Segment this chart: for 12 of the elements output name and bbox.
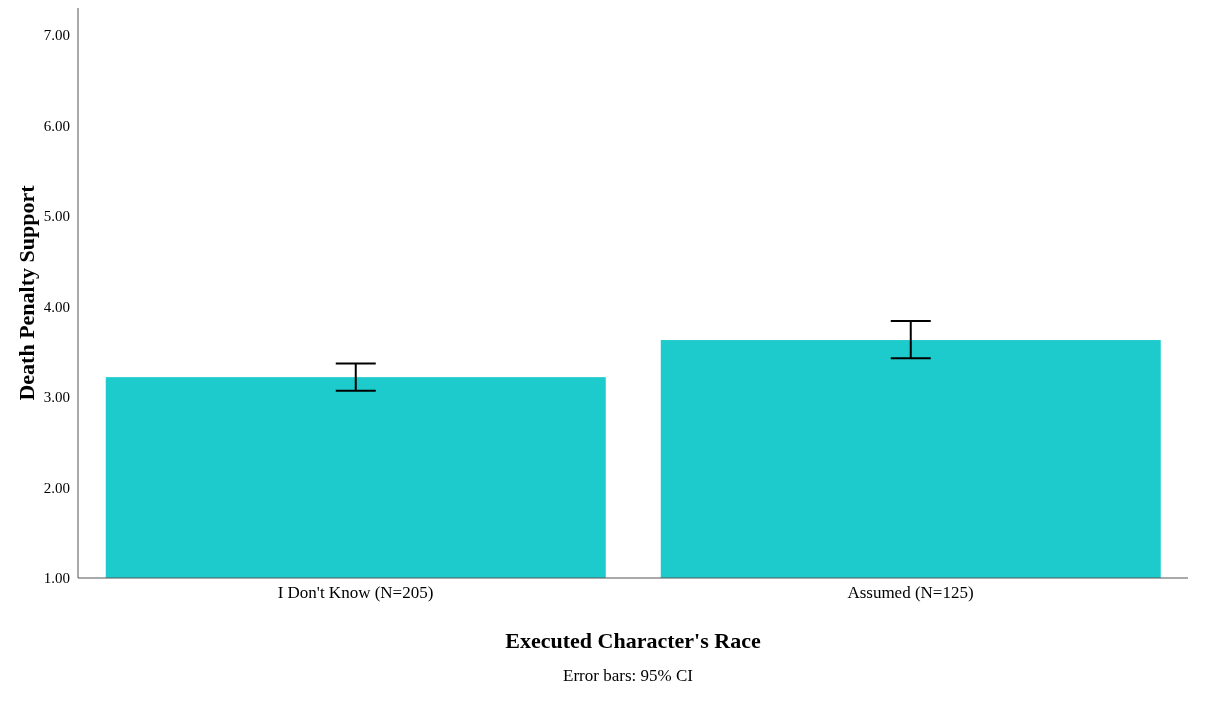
x-tick-label: Assumed (N=125) — [847, 583, 974, 603]
y-tick-label: 4.00 — [43, 298, 70, 315]
y-tick-label: 5.00 — [43, 208, 70, 225]
y-axis-title: Death Penalty Support — [13, 184, 39, 401]
text: Error bars: 95% CI — [562, 666, 694, 686]
y-tick-label: 7.00 — [43, 27, 70, 44]
y-tick-label: 2.00 — [43, 479, 70, 496]
y-tick-label: 3.00 — [43, 389, 70, 406]
y-tick-label: 6.00 — [43, 117, 70, 134]
y-tick-label: 1.00 — [43, 570, 70, 587]
x-axis-title: Executed Character's Race — [505, 628, 761, 653]
x-tick-label: I Don't Know (N=205) — [277, 583, 434, 603]
